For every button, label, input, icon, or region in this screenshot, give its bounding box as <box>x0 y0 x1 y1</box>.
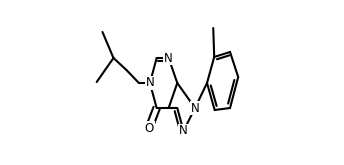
Text: N: N <box>191 101 200 115</box>
Text: N: N <box>179 125 188 137</box>
Text: N: N <box>164 51 173 65</box>
Text: N: N <box>146 77 154 89</box>
Text: O: O <box>144 121 154 134</box>
